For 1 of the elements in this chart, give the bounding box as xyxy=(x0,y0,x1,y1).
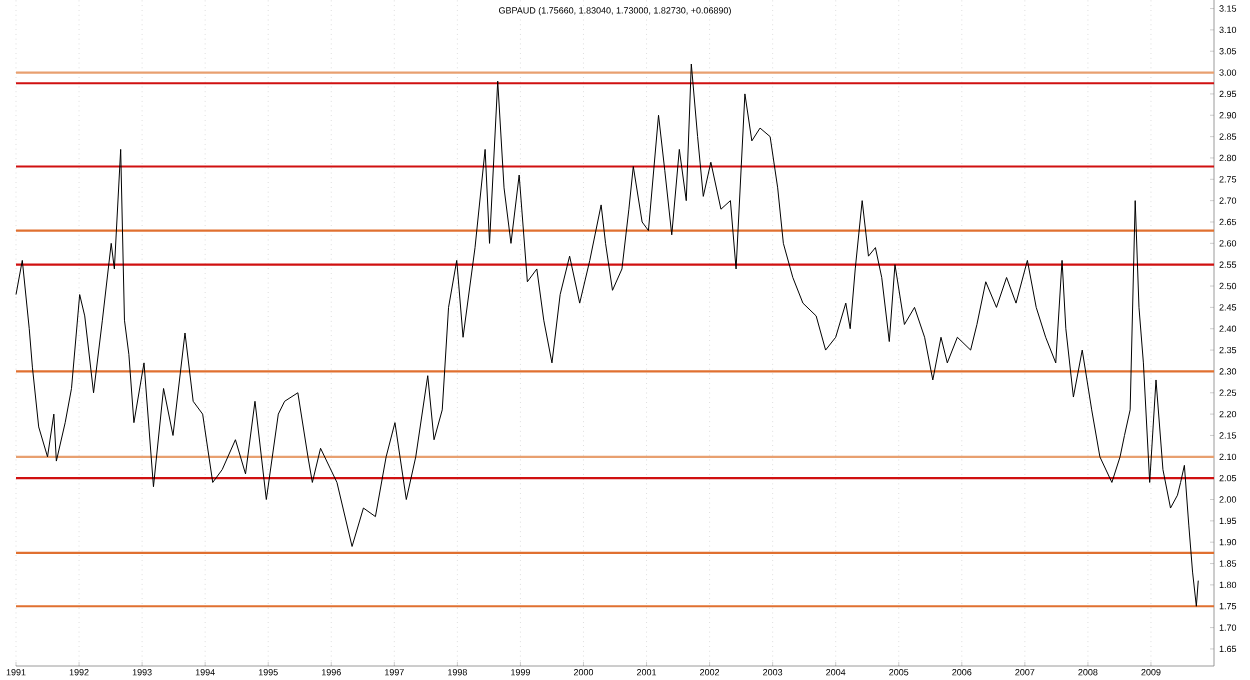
line-series xyxy=(15,63,1199,607)
